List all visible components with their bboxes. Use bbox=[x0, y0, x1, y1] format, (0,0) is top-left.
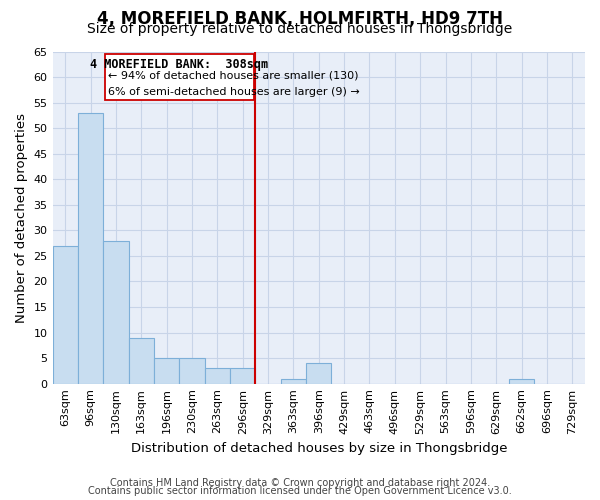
Y-axis label: Number of detached properties: Number of detached properties bbox=[15, 112, 28, 322]
Text: 4 MOREFIELD BANK:  308sqm: 4 MOREFIELD BANK: 308sqm bbox=[90, 58, 268, 71]
Bar bbox=[205, 368, 230, 384]
X-axis label: Distribution of detached houses by size in Thongsbridge: Distribution of detached houses by size … bbox=[131, 442, 507, 455]
Bar bbox=[230, 368, 256, 384]
Text: Contains HM Land Registry data © Crown copyright and database right 2024.: Contains HM Land Registry data © Crown c… bbox=[110, 478, 490, 488]
Bar bbox=[53, 246, 78, 384]
Bar bbox=[103, 240, 128, 384]
Text: 4, MOREFIELD BANK, HOLMFIRTH, HD9 7TH: 4, MOREFIELD BANK, HOLMFIRTH, HD9 7TH bbox=[97, 10, 503, 28]
Bar bbox=[78, 113, 103, 384]
Bar bbox=[154, 358, 179, 384]
Text: Size of property relative to detached houses in Thongsbridge: Size of property relative to detached ho… bbox=[88, 22, 512, 36]
Bar bbox=[128, 338, 154, 384]
Bar bbox=[306, 363, 331, 384]
Text: 6% of semi-detached houses are larger (9) →: 6% of semi-detached houses are larger (9… bbox=[109, 88, 360, 98]
Bar bbox=[509, 378, 534, 384]
Text: Contains public sector information licensed under the Open Government Licence v3: Contains public sector information licen… bbox=[88, 486, 512, 496]
Text: ← 94% of detached houses are smaller (130): ← 94% of detached houses are smaller (13… bbox=[109, 70, 359, 81]
Bar bbox=[179, 358, 205, 384]
FancyBboxPatch shape bbox=[104, 54, 254, 100]
Bar bbox=[281, 378, 306, 384]
